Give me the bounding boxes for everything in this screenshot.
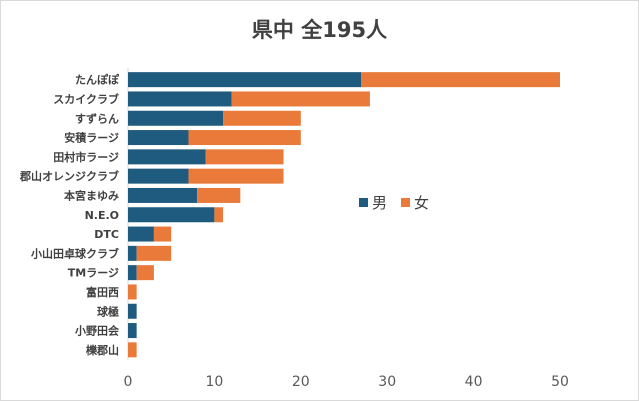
bar-male	[128, 226, 154, 242]
category-label: 安積ラージ	[64, 131, 119, 145]
bar-female	[153, 226, 172, 242]
category-label: 球極	[97, 304, 119, 318]
bar-female	[214, 207, 224, 223]
bar-male	[128, 303, 137, 319]
bar-male	[128, 323, 137, 339]
bar-male	[128, 245, 137, 261]
category-label: 小野田会	[74, 324, 120, 338]
x-tick-label: 10	[205, 374, 223, 390]
category-label: DTC	[94, 228, 119, 241]
bar-male	[128, 149, 206, 165]
category-label: 小山田卓球クラブ	[30, 246, 119, 260]
bar-female	[188, 168, 284, 184]
bar-male	[128, 110, 224, 126]
bar-male	[128, 187, 198, 203]
bar-female	[361, 72, 560, 88]
bar-female	[231, 91, 370, 107]
legend-swatch-male	[359, 198, 368, 207]
bar-female	[128, 342, 137, 358]
category-label: 田村市ラージ	[53, 150, 119, 164]
category-label: スカイクラブ	[53, 92, 119, 106]
category-label: たんぽぽ	[75, 73, 120, 87]
category-label: TMラージ	[68, 267, 119, 280]
x-tick-label: 40	[465, 374, 483, 390]
bar-male	[128, 207, 215, 223]
legend-label-female: 女	[414, 194, 429, 212]
bar-male	[128, 72, 362, 88]
bar-male	[128, 91, 232, 107]
bar-female	[197, 187, 241, 203]
category-label: 富田西	[86, 285, 119, 299]
bar-male	[128, 130, 189, 146]
category-label: 郡山オレンジクラブ	[19, 169, 119, 183]
bar-female	[205, 149, 284, 165]
bar-female	[223, 110, 301, 126]
bar-female	[136, 245, 172, 261]
legend-swatch-female	[401, 198, 410, 207]
x-tick-label: 50	[551, 374, 569, 390]
category-label: N.E.O	[85, 209, 119, 222]
x-tick-label: 30	[378, 374, 396, 390]
category-label: すずらん	[75, 111, 119, 125]
legend-label-male: 男	[372, 194, 387, 212]
bar-female	[188, 130, 301, 146]
x-tick-label: 20	[292, 374, 310, 390]
chart-title: 県中 全195人	[251, 18, 388, 42]
bar-male	[128, 168, 189, 184]
x-tick-label: 0	[124, 374, 133, 390]
bar-female	[128, 284, 137, 300]
category-label: 本宮まゆみ	[64, 188, 119, 202]
category-label: 櫟郡山	[86, 343, 119, 357]
bar-female	[136, 265, 154, 281]
bar-male	[128, 265, 137, 281]
